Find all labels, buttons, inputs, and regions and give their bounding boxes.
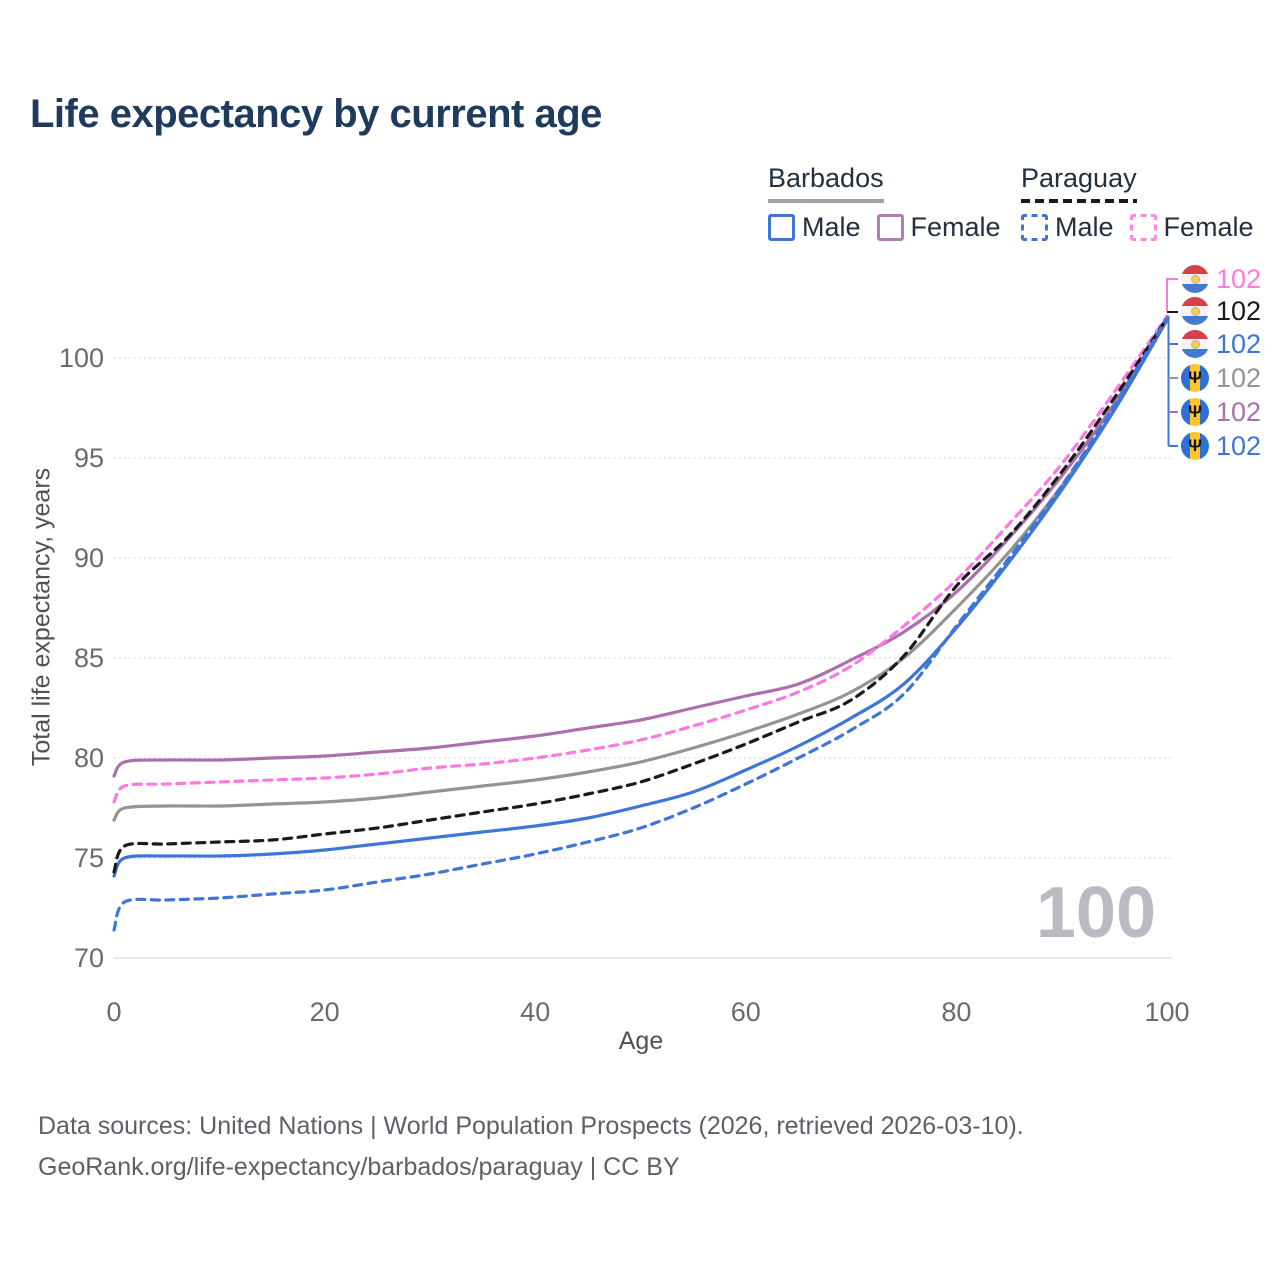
legend-swatch-paraguay-female[interactable] — [1129, 214, 1157, 241]
legend-country-barbados: Barbados — [768, 163, 884, 203]
legend-country-label: Paraguay — [1021, 163, 1137, 193]
end-value-label: 102 — [1216, 264, 1262, 294]
barbados-flag-icon — [1181, 398, 1209, 426]
legend-country-label: Barbados — [768, 163, 884, 193]
legend-item-label: Male — [1055, 212, 1114, 242]
legend-line-sample-dashed — [1021, 199, 1137, 203]
series-line-barbados-female — [112, 316, 1169, 778]
y-tick-label: 100 — [59, 343, 104, 373]
end-value-label: 102 — [1216, 431, 1262, 461]
footer-attribution-link[interactable]: GeoRank.org/life-expectancy/barbados/par… — [38, 1153, 680, 1181]
x-tick-label: 40 — [520, 997, 550, 1027]
series-end-label-row: 102 — [1181, 265, 1261, 293]
series-end-label-row: 102 — [1181, 330, 1261, 358]
legend-item-barbados-male[interactable]: Male — [768, 212, 861, 243]
legend-item-label: Female — [1163, 212, 1254, 242]
paraguay-flag-icon — [1181, 297, 1209, 325]
series-end-label-row: 102 — [1181, 432, 1261, 460]
hover-age-indicator: 100 — [1035, 873, 1156, 953]
y-tick-label: 70 — [74, 943, 104, 973]
y-tick-label: 90 — [74, 543, 104, 573]
barbados-flag-icon — [1181, 364, 1209, 392]
legend-items-paraguay: Male Female — [1021, 212, 1254, 243]
y-tick-label: 85 — [74, 643, 104, 673]
legend-item-barbados-female[interactable]: Female — [876, 212, 1001, 243]
series-line-paraguay-both — [112, 316, 1169, 874]
series-line-barbados-both — [112, 318, 1169, 822]
legend-swatch-barbados-male[interactable] — [768, 214, 795, 241]
legend-group-barbados: Barbados Male Female — [768, 163, 1001, 243]
x-tick-label: 20 — [310, 997, 340, 1027]
barbados-flag-icon — [1181, 432, 1209, 460]
series-line-barbados-male — [112, 318, 1169, 878]
end-value-label: 102 — [1216, 363, 1262, 393]
end-value-label: 102 — [1216, 296, 1262, 326]
series-end-label-row: 102 — [1181, 297, 1261, 325]
x-tick-label: 80 — [941, 997, 971, 1027]
y-axis-title: Total life expectancy, years — [27, 467, 56, 767]
x-tick-label: 100 — [1144, 997, 1189, 1027]
legend-item-label: Male — [802, 212, 861, 242]
legend-country-paraguay: Paraguay — [1021, 163, 1137, 203]
legend-group-paraguay: Paraguay Male Female — [1021, 163, 1254, 243]
x-axis-title: Age — [618, 1027, 664, 1055]
series-end-label-row: 102 — [1181, 398, 1261, 426]
page-title: Life expectancy by current age — [30, 92, 602, 136]
end-value-label: 102 — [1216, 397, 1262, 427]
legend-item-label: Female — [910, 212, 1001, 242]
legend-item-paraguay-female[interactable]: Female — [1129, 212, 1254, 243]
legend-swatch-barbados-female[interactable] — [876, 214, 904, 241]
end-value-label: 102 — [1216, 329, 1262, 359]
y-tick-label: 80 — [74, 743, 104, 773]
end-label-leader — [1166, 278, 1178, 311]
series-end-label-row: 102 — [1181, 364, 1261, 392]
paraguay-flag-icon — [1181, 265, 1209, 293]
y-tick-label: 75 — [74, 843, 104, 873]
footer: Data sources: United Nations | World Pop… — [38, 1106, 1024, 1188]
footer-data-sources: Data sources: United Nations | World Pop… — [38, 1112, 1024, 1140]
legend-item-paraguay-male[interactable]: Male — [1021, 212, 1114, 243]
legend-line-sample-solid — [768, 199, 884, 203]
legend-items-barbados: Male Female — [768, 212, 1001, 243]
x-tick-label: 60 — [731, 997, 761, 1027]
y-tick-label: 95 — [74, 443, 104, 473]
paraguay-flag-icon — [1181, 330, 1209, 358]
legend-swatch-paraguay-male[interactable] — [1021, 214, 1048, 241]
series-line-paraguay-female — [112, 314, 1169, 804]
series-line-paraguay-male — [112, 316, 1169, 932]
x-tick-label: 0 — [106, 997, 121, 1027]
